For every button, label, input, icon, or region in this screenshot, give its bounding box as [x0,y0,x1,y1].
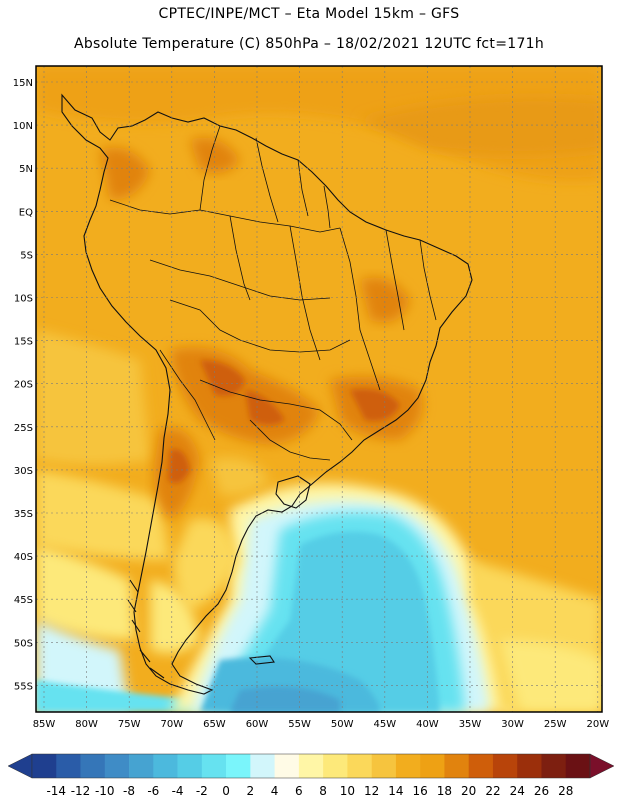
lat-label: 40S [14,552,33,563]
lat-label: 10S [14,294,33,305]
colorbar-swatch [32,754,57,778]
colorbar-swatch [80,754,106,778]
lon-label: 80W [75,719,98,730]
lat-label: 15S [14,337,33,348]
lat-label: 30S [14,466,33,477]
lat-label: 20S [14,380,33,391]
colorbar-swatch [517,754,542,778]
lon-label: 55W [288,719,311,730]
colorbar-outline [31,753,591,779]
lat-label: 10N [13,121,33,132]
colorbar-swatch [201,754,227,778]
lon-label: 20W [586,719,609,730]
colorbar-swatch [565,754,591,778]
lon-label: 60W [246,719,269,730]
colorbar-tick-label: -10 [95,784,115,798]
colorbar-tick-label: 28 [558,784,573,798]
lon-label: 70W [160,719,183,730]
colorbar-tick-label: 20 [461,784,476,798]
colorbar: -14 -12 -10 -8 -6 -4 -2 0 2 4 6 8 10 12 14 16 18 20 22 24 26… [7,753,615,798]
colorbar-swatch [395,754,421,778]
lon-label: 45W [373,719,396,730]
colorbar-tick-label: 6 [295,784,303,798]
longitude-labels: 85W 80W 75W 70W 65W 60W 55W 50W 45W 40W 35W 30W 25W 2… [33,719,610,730]
colorbar-tick-label: 22 [485,784,500,798]
lon-label: 75W [118,719,141,730]
lon-label: 85W [33,719,56,730]
colorbar-tick-label: 16 [413,784,428,798]
colorbar-tick-label: 18 [437,784,452,798]
colorbar-swatch [153,754,178,778]
colorbar-swatch [420,754,445,778]
lat-label: 45S [14,595,33,606]
map-title: CPTEC/INPE/MCT – Eta Model 15km – GFS [158,6,460,22]
country-borders [109,125,437,461]
lat-label: EQ [19,207,33,218]
colorbar-swatch [226,754,251,778]
lat-label: 25S [14,423,33,434]
colorbar-swatch [347,754,372,778]
latitude-labels: 15N 10N 5N EQ 5S 10S 15S 20S 25S 30S 35S 40S 45S 50S 5… [13,78,33,692]
colorbar-swatch [56,754,81,778]
colorbar-tick-label: 14 [388,784,403,798]
colorbar-swatch [541,754,567,778]
colorbar-swatch [177,754,203,778]
lon-label: 40W [416,719,439,730]
lat-label: 15N [13,78,33,89]
colorbar-tick-label: -2 [196,784,208,798]
colorbar-tick-label: 0 [222,784,230,798]
colorbar-swatch [468,754,494,778]
lat-label: 5S [20,250,33,261]
colorbar-tick-label: 12 [364,784,379,798]
lon-label: 25W [544,719,567,730]
colorbar-swatch [274,754,300,778]
colorbar-tick-label: 4 [271,784,279,798]
colorbar-tick-label: 24 [510,784,525,798]
lon-label: 35W [459,719,482,730]
colorbar-tick-label: 10 [340,784,355,798]
colorbar-left-arrow [7,753,33,779]
lon-label: 50W [331,719,354,730]
colorbar-swatch [444,754,469,778]
coastline [61,93,473,695]
colorbar-tick-label: -8 [123,784,135,798]
lon-label: 30W [501,719,524,730]
colorbar-tick-label: -6 [147,784,159,798]
temperature-field [36,66,602,712]
colorbar-tick-label: 8 [319,784,327,798]
map-subtitle: Absolute Temperature (C) 850hPa – 18/02/… [73,36,545,52]
lat-label: 5N [19,164,33,175]
lat-label: 50S [14,638,33,649]
colorbar-swatch [492,754,518,778]
colorbar-tick-label: -14 [46,784,66,798]
lat-label: 55S [14,681,33,692]
colorbar-swatch [323,754,348,778]
colorbar-tick-label: 2 [247,784,255,798]
map-frame [35,65,603,713]
lon-label: 65W [203,719,226,730]
colorbar-tick-label: -4 [172,784,184,798]
colorbar-right-arrow [589,753,615,779]
colorbar-swatch [371,754,397,778]
lat-lon-grid [36,66,602,712]
lat-label: 35S [14,509,33,520]
colorbar-swatch [129,754,154,778]
colorbar-swatch [298,754,324,778]
colorbar-tick-label: -12 [71,784,91,798]
colorbar-swatch [250,754,275,778]
colorbar-tick-label: 26 [534,784,549,798]
colorbar-swatch [104,754,130,778]
